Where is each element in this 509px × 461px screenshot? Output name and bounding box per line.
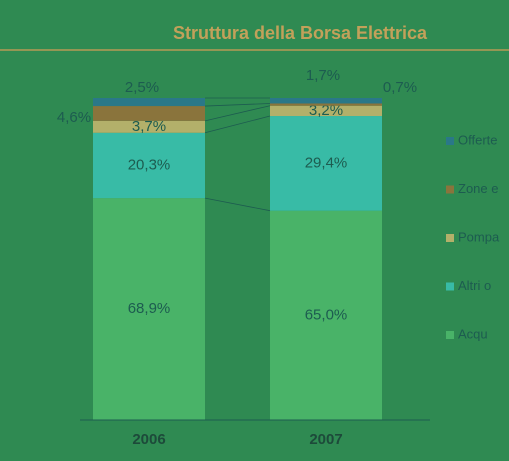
value-label: 2,5% bbox=[125, 79, 159, 96]
value-label: 20,3% bbox=[128, 156, 171, 173]
frame bbox=[0, 49, 509, 51]
bar-segment bbox=[270, 116, 382, 211]
legend-swatch bbox=[446, 234, 454, 242]
connector bbox=[204, 103, 271, 107]
value-label: 3,2% bbox=[309, 102, 343, 119]
bar-segment bbox=[93, 106, 205, 121]
value-label: 0,7% bbox=[383, 79, 417, 96]
legend-swatch bbox=[446, 185, 454, 194]
value-label: 29,4% bbox=[305, 154, 348, 171]
bar-segment bbox=[270, 210, 382, 420]
legend-label: Acqu bbox=[458, 326, 488, 341]
bar-segment bbox=[93, 198, 205, 420]
chart-title: Struttura della Borsa Elettrica bbox=[173, 23, 428, 43]
bar-segment bbox=[270, 103, 382, 106]
value-label: 68,9% bbox=[128, 300, 171, 317]
legend-swatch bbox=[446, 282, 454, 291]
value-label: 3,7% bbox=[132, 118, 166, 135]
bar-segment bbox=[270, 105, 382, 117]
connector bbox=[204, 115, 271, 134]
bar-segment bbox=[93, 98, 205, 107]
x-tick-label: 2006 bbox=[132, 431, 165, 448]
x-tick-label: 2007 bbox=[309, 431, 342, 448]
bar-segment bbox=[93, 132, 205, 199]
legend-swatch bbox=[446, 137, 454, 145]
bar-segment bbox=[93, 120, 205, 133]
connector bbox=[204, 105, 271, 122]
connector bbox=[204, 197, 271, 212]
value-label: 1,7% bbox=[306, 67, 340, 84]
value-label: 4,6% bbox=[57, 109, 91, 126]
legend-label: Pompa bbox=[458, 229, 500, 244]
legend-label: Altri o bbox=[458, 278, 491, 293]
legend-label: Offerte bbox=[458, 132, 498, 147]
legend-label: Zone e bbox=[458, 181, 498, 196]
value-label: 65,0% bbox=[305, 306, 348, 323]
legend-swatch bbox=[446, 331, 454, 339]
bar-segment bbox=[270, 98, 382, 104]
